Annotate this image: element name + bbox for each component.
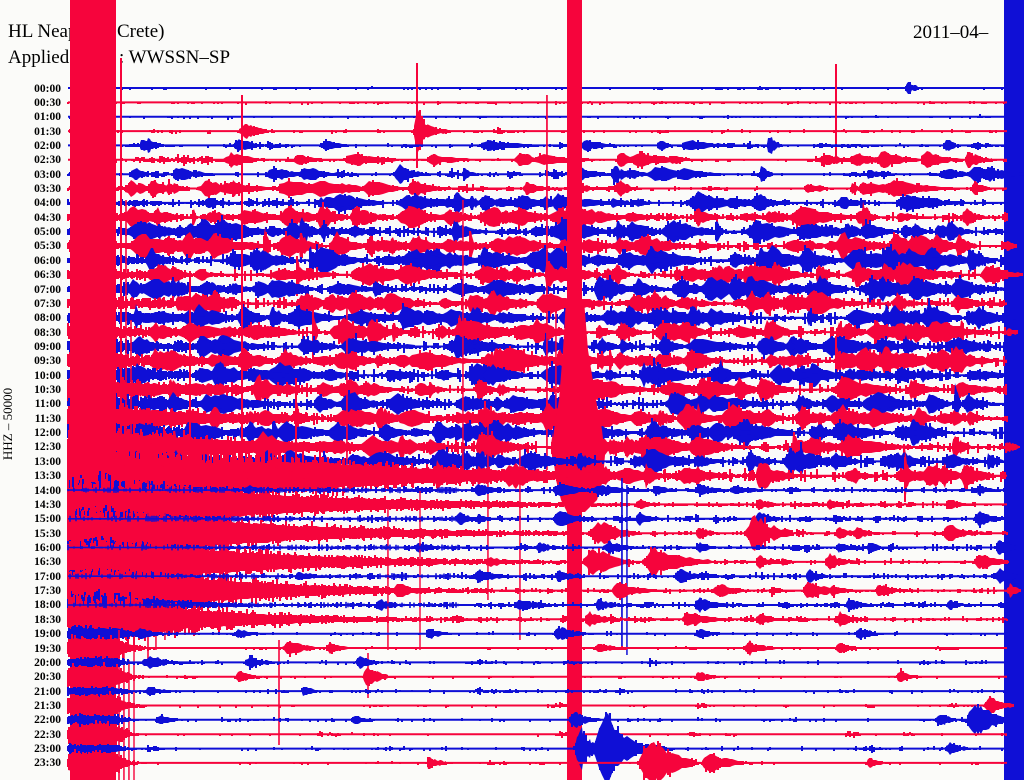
svg-text:20:30: 20:30 — [34, 671, 61, 683]
svg-text:10:30: 10:30 — [34, 384, 61, 396]
svg-text:HL Neap: HL Neap — [8, 21, 77, 42]
svg-text:10:00: 10:00 — [34, 370, 61, 382]
svg-text:12:30: 12:30 — [34, 441, 61, 453]
svg-text:00:30: 00:30 — [34, 97, 61, 109]
svg-text:06:00: 06:00 — [34, 255, 61, 267]
svg-text:17:30: 17:30 — [34, 585, 61, 597]
svg-text:08:30: 08:30 — [34, 327, 61, 339]
svg-text:09:00: 09:00 — [34, 341, 61, 353]
svg-text:02:00: 02:00 — [34, 140, 61, 152]
svg-text:15:00: 15:00 — [34, 513, 61, 525]
svg-text:07:30: 07:30 — [34, 298, 61, 310]
svg-text:04:30: 04:30 — [34, 212, 61, 224]
svg-text:05:00: 05:00 — [34, 226, 61, 238]
svg-text:07:00: 07:00 — [34, 284, 61, 296]
svg-text:: WWSSN–SP: : WWSSN–SP — [119, 47, 230, 68]
svg-text:19:30: 19:30 — [34, 643, 61, 655]
svg-text:21:00: 21:00 — [34, 686, 61, 698]
svg-text:Crete): Crete) — [117, 21, 164, 42]
svg-text:03:00: 03:00 — [34, 169, 61, 181]
svg-text:11:30: 11:30 — [35, 413, 61, 425]
svg-text:20:00: 20:00 — [34, 657, 61, 669]
svg-text:01:00: 01:00 — [34, 111, 61, 123]
svg-text:16:00: 16:00 — [34, 542, 61, 554]
svg-text:17:00: 17:00 — [34, 571, 61, 583]
svg-text:09:30: 09:30 — [34, 355, 61, 367]
svg-text:21:30: 21:30 — [34, 700, 61, 712]
svg-text:19:00: 19:00 — [34, 628, 61, 640]
svg-text:HHZ – 50000: HHZ – 50000 — [0, 388, 15, 460]
svg-text:22:30: 22:30 — [34, 729, 61, 741]
svg-text:05:30: 05:30 — [34, 240, 61, 252]
svg-text:02:30: 02:30 — [34, 154, 61, 166]
svg-text:06:30: 06:30 — [34, 269, 61, 281]
svg-text:11:00: 11:00 — [35, 398, 61, 410]
svg-text:Applied: Applied — [8, 47, 70, 68]
svg-text:18:30: 18:30 — [34, 614, 61, 626]
svg-text:22:00: 22:00 — [34, 714, 61, 726]
svg-text:14:00: 14:00 — [34, 485, 61, 497]
svg-text:12:00: 12:00 — [34, 427, 61, 439]
svg-text:01:30: 01:30 — [34, 126, 61, 138]
svg-text:13:00: 13:00 — [34, 456, 61, 468]
svg-text:03:30: 03:30 — [34, 183, 61, 195]
svg-text:23:30: 23:30 — [34, 757, 61, 769]
svg-text:23:00: 23:00 — [34, 743, 61, 755]
svg-text:15:30: 15:30 — [34, 528, 61, 540]
svg-text:00:00: 00:00 — [34, 83, 61, 95]
svg-text:04:00: 04:00 — [34, 197, 61, 209]
svg-text:16:30: 16:30 — [34, 556, 61, 568]
svg-text:08:00: 08:00 — [34, 312, 61, 324]
svg-text:2011–04–: 2011–04– — [913, 22, 989, 43]
svg-text:14:30: 14:30 — [34, 499, 61, 511]
svg-text:18:00: 18:00 — [34, 599, 61, 611]
svg-text:13:30: 13:30 — [34, 470, 61, 482]
